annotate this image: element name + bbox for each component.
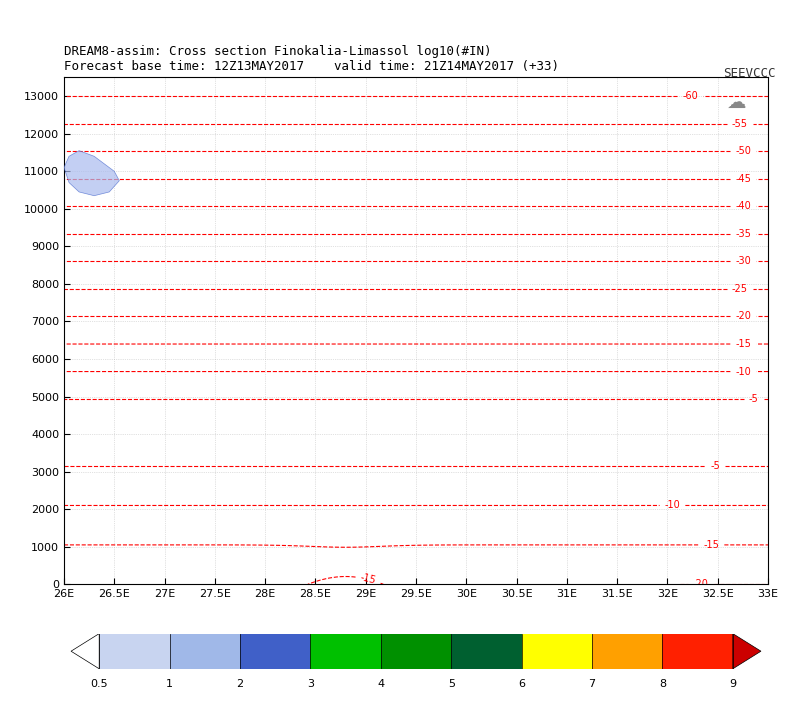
Text: -5: -5 (710, 461, 720, 471)
Polygon shape (64, 151, 119, 196)
Text: 9: 9 (730, 679, 736, 689)
Text: 5: 5 (448, 679, 454, 689)
Text: -20: -20 (735, 311, 751, 322)
Polygon shape (71, 634, 99, 669)
Text: -10: -10 (665, 501, 680, 510)
Text: -5: -5 (749, 394, 758, 404)
Text: DREAM8-assim: Cross section Finokalia-Limassol log10(#IN)
Forecast base time: 12: DREAM8-assim: Cross section Finokalia-Li… (64, 46, 559, 73)
Text: 1: 1 (166, 679, 173, 689)
Text: -35: -35 (735, 229, 751, 239)
Text: ☁: ☁ (727, 93, 747, 112)
Text: -45: -45 (735, 174, 751, 184)
Text: SEEVCCC: SEEVCCC (723, 67, 776, 80)
Text: -15: -15 (735, 339, 751, 349)
Text: -10: -10 (735, 367, 751, 377)
Text: 7: 7 (589, 679, 595, 689)
Bar (170, 634, 240, 669)
Polygon shape (733, 634, 761, 669)
Text: -50: -50 (735, 146, 751, 156)
Text: -40: -40 (735, 201, 751, 211)
Bar (522, 634, 592, 669)
Text: 6: 6 (518, 679, 525, 689)
Bar (592, 634, 662, 669)
Bar (99, 634, 170, 669)
Text: 8: 8 (659, 679, 666, 689)
Bar (451, 634, 522, 669)
Text: 2: 2 (237, 679, 243, 689)
Text: 3: 3 (307, 679, 314, 689)
Bar (381, 634, 451, 669)
Text: -15: -15 (359, 572, 377, 586)
Bar (662, 634, 733, 669)
Text: -15: -15 (703, 540, 719, 550)
Text: -55: -55 (732, 119, 748, 129)
Text: 4: 4 (378, 679, 384, 689)
Text: -60: -60 (682, 92, 698, 101)
Text: 0.5: 0.5 (90, 679, 108, 689)
Text: -20: -20 (693, 579, 709, 589)
Bar (310, 634, 381, 669)
Bar (240, 634, 310, 669)
Text: -30: -30 (735, 256, 751, 266)
Text: -25: -25 (732, 284, 748, 294)
